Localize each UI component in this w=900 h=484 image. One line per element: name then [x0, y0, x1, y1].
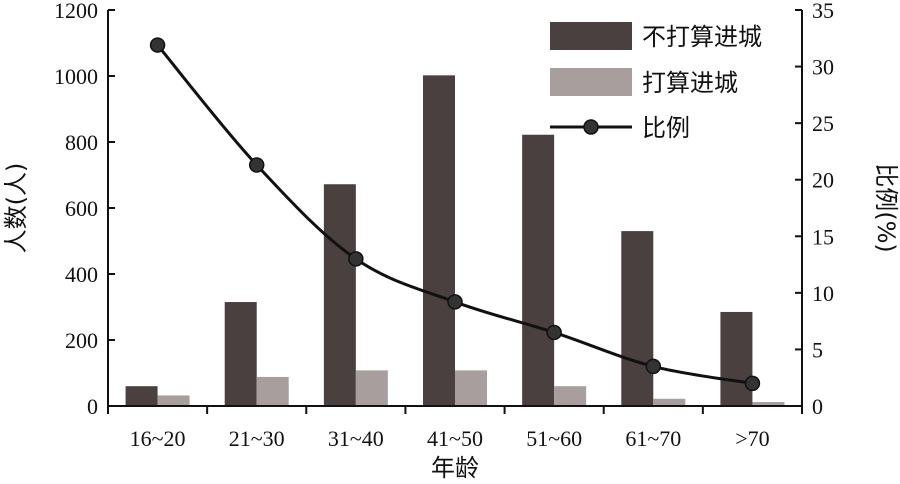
bar-series-0-2 — [323, 184, 356, 406]
legend-swatch-series-1 — [550, 68, 632, 96]
y-ticks: 0 200 400 600 800 1000 1200 — [54, 0, 115, 419]
bar-series-0-4 — [522, 134, 555, 407]
y2-axis-title: 比例(%) — [872, 163, 900, 253]
x-axis-title: 年龄 — [431, 454, 479, 482]
line-point-series-2-1 — [248, 157, 265, 173]
line-point-series-2-0 — [149, 37, 166, 53]
line-point-series-2-3 — [447, 294, 463, 310]
legend-label-series-1: 打算进城 — [642, 69, 738, 97]
line-point-series-2-5 — [645, 358, 662, 375]
y-tick-label-3: 600 — [65, 196, 98, 221]
bar-series-1-2 — [355, 370, 388, 406]
y2-tick-label-5: 25 — [812, 111, 834, 136]
y-tick-label-1: 200 — [65, 328, 98, 353]
line-point-series-2-2 — [348, 251, 364, 267]
bar-series-0-1 — [224, 302, 257, 406]
bar-series-1-4 — [554, 386, 587, 406]
bar-series-0-6 — [720, 311, 753, 406]
legend-label-series-2: 比例 — [642, 114, 690, 142]
y-tick-label-4: 800 — [65, 130, 98, 155]
legend: 不打算进城 打算进城 比例 — [550, 22, 762, 142]
x-tick-label-4: 51~60 — [526, 426, 582, 451]
x-ticks: 16~20 21~30 31~40 41~50 51~60 61~70 >70 — [107, 406, 803, 451]
y-tick-label-2: 400 — [65, 262, 98, 287]
y-tick-label-0: 0 — [87, 394, 98, 419]
y2-tick-label-1: 5 — [812, 337, 823, 362]
x-tick-label-1: 21~30 — [229, 426, 285, 451]
y-tick-label-5: 1000 — [54, 64, 98, 89]
x-tick-label-2: 31~40 — [328, 426, 384, 451]
y2-ticks: 0 5 10 15 20 25 30 35 — [795, 0, 834, 419]
y2-tick-label-2: 10 — [812, 281, 834, 306]
x-tick-label-6: >70 — [735, 426, 769, 451]
bar-series-0-5 — [621, 231, 654, 406]
legend-label-series-0: 不打算进城 — [642, 23, 762, 51]
y2-tick-label-0: 0 — [812, 394, 823, 419]
bars — [125, 75, 785, 407]
y2-tick-label-4: 20 — [812, 168, 834, 193]
y2-tick-label-3: 15 — [812, 224, 834, 249]
y-axis-title: 人数(人) — [2, 163, 30, 254]
x-tick-label-3: 41~50 — [427, 426, 483, 451]
y-tick-label-6: 1200 — [54, 0, 98, 23]
line-point-series-2-4 — [546, 324, 562, 341]
x-tick-label-0: 16~20 — [130, 426, 186, 451]
bar-series-1-5 — [653, 398, 686, 406]
bar-series-0-3 — [423, 75, 455, 406]
line-point-series-2-6 — [744, 375, 761, 392]
y2-tick-label-7: 35 — [812, 0, 834, 23]
bar-series-0-0 — [125, 386, 158, 406]
legend-swatch-series-0 — [550, 22, 632, 50]
x-tick-label-5: 61~70 — [625, 426, 681, 451]
bar-series-1-3 — [455, 370, 487, 406]
legend-marker-series-2 — [583, 119, 599, 135]
bar-series-1-1 — [256, 376, 289, 406]
bar-series-1-6 — [752, 402, 785, 406]
line-series — [149, 37, 761, 392]
bar-series-1-0 — [157, 395, 190, 406]
y2-tick-label-6: 30 — [812, 55, 834, 80]
